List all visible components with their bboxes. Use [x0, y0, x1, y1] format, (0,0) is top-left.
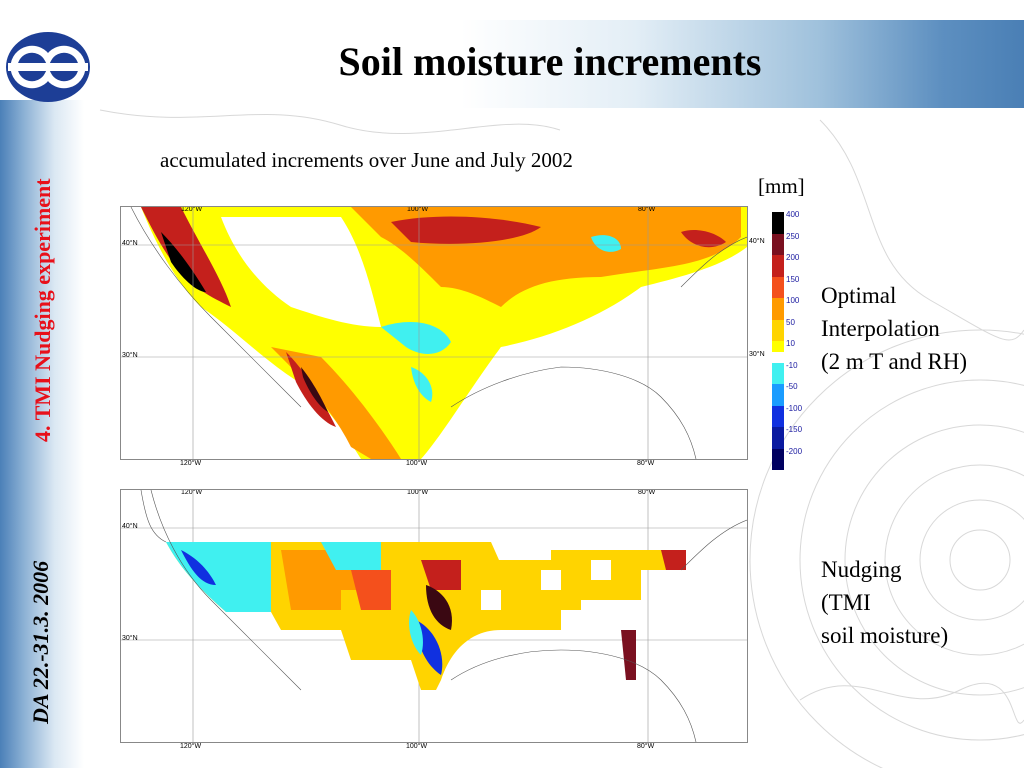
page-title: Soil moisture increments [338, 39, 762, 84]
colorbar-label: 150 [786, 274, 800, 284]
field-white-1 [221, 217, 381, 327]
field-red-ne [681, 230, 726, 248]
colorbar-swatch [772, 212, 784, 234]
colorbar-label: 10 [786, 339, 795, 348]
colorbar-swatch [772, 233, 784, 255]
field-white-2 [451, 297, 747, 459]
colorbar-gap [772, 351, 784, 363]
lon-tick: 120°W [181, 206, 203, 213]
lat-tick: 30°N [122, 352, 138, 359]
caption-line: Interpolation [821, 316, 940, 341]
lon-tick: 80°W [637, 460, 655, 467]
colorbar-swatch [772, 362, 784, 384]
field-red-coast [141, 207, 231, 307]
colorbar-label: 50 [786, 317, 795, 327]
colorbar-label: -50 [786, 382, 798, 391]
field-dark-coast [161, 232, 206, 292]
colorbar-label: 250 [786, 231, 800, 241]
lat-tick: 40°N [749, 238, 765, 245]
colorbar-legend: 400 250 200 150 100 50 10 -10 -50 -100 -150 -200 [772, 210, 830, 470]
colorbar-swatch [772, 255, 784, 277]
field-cyan-1 [381, 322, 451, 354]
colorbar-swatch [772, 405, 784, 427]
map-top-field [121, 207, 747, 459]
colorbar-label: -200 [786, 446, 803, 456]
map-optimal-interpolation: 120°W 100°W 80°W 40°N 30°N [120, 206, 748, 460]
colorbar-label: -100 [786, 403, 803, 413]
coastline [140, 490, 747, 742]
field-red-patch-2 [421, 560, 461, 590]
colorbar-label: 100 [786, 296, 800, 305]
lon-tick: 80°W [637, 743, 655, 750]
header-band [0, 20, 1024, 108]
lat-tick: 40°N [122, 240, 138, 247]
field-dark-mex [301, 367, 328, 412]
field-blue-west [181, 550, 216, 585]
field-cyan-2 [321, 542, 381, 570]
caption-nudging: Nudging (TMI soil moisture) [821, 553, 948, 652]
colorbar-swatch [772, 276, 784, 298]
coastline [130, 207, 747, 459]
date-label: DA 22.-31.3. 2006 [28, 560, 53, 724]
figure-subtitle: accumulated increments over June and Jul… [160, 148, 573, 172]
field-red-patch-1 [351, 570, 391, 610]
colorbar-swatch [772, 448, 784, 470]
field-dark-patch-2 [621, 630, 636, 680]
ecmwf-logo [6, 32, 90, 102]
lon-tick: 100°W [406, 743, 428, 750]
field-red-north [391, 216, 541, 244]
field-white-gaps [481, 560, 611, 630]
field-cyan-3 [591, 235, 621, 252]
field-dark-patch-1 [426, 585, 452, 630]
field-cyan-2 [411, 367, 433, 402]
colorbar-swatch [772, 341, 784, 352]
lat-tick: 40°N [122, 523, 138, 530]
lat-tick: 30°N [122, 635, 138, 642]
lon-tick: 120°W [180, 743, 202, 750]
lon-tick: 80°W [638, 489, 656, 496]
lon-tick: 100°W [407, 206, 429, 213]
caption-optimal-interpolation: Optimal Interpolation (2 m T and RH) [821, 279, 967, 378]
colorbar-label: 200 [786, 253, 800, 262]
caption-line: soil moisture) [821, 623, 949, 648]
colorbar-swatch [772, 319, 784, 341]
section-label: 4. TMI Nudging experiment [30, 178, 55, 442]
lon-tick: 100°W [407, 489, 429, 496]
lat-tick: 30°N [749, 351, 765, 358]
lon-tick: 80°W [638, 206, 656, 213]
field-cyan-tx [409, 610, 423, 655]
colorbar-label: 400 [786, 210, 800, 219]
caption-line: (2 m T and RH) [821, 349, 968, 374]
field-blue-tx [416, 620, 443, 675]
lon-tick: 100°W [406, 460, 428, 467]
colorbar-label: -150 [786, 425, 803, 434]
colorbar-swatch [772, 427, 784, 449]
unit-label: [mm] [758, 174, 805, 198]
colorbar-label: -10 [786, 360, 798, 370]
sidebar-band [0, 100, 84, 768]
map-nudging: 120°W 100°W 80°W 40°N 30°N [120, 489, 748, 743]
caption-line: Nudging [821, 557, 902, 582]
lon-tick: 120°W [180, 460, 202, 467]
field-cyan-west [166, 542, 271, 612]
field-red-east [661, 550, 686, 570]
caption-line: (TMI [821, 590, 871, 615]
colorbar-swatch [772, 298, 784, 320]
map-bottom-field [121, 490, 747, 742]
caption-line: Optimal [821, 283, 897, 308]
colorbar-swatch [772, 384, 784, 406]
lon-tick: 120°W [181, 489, 203, 496]
